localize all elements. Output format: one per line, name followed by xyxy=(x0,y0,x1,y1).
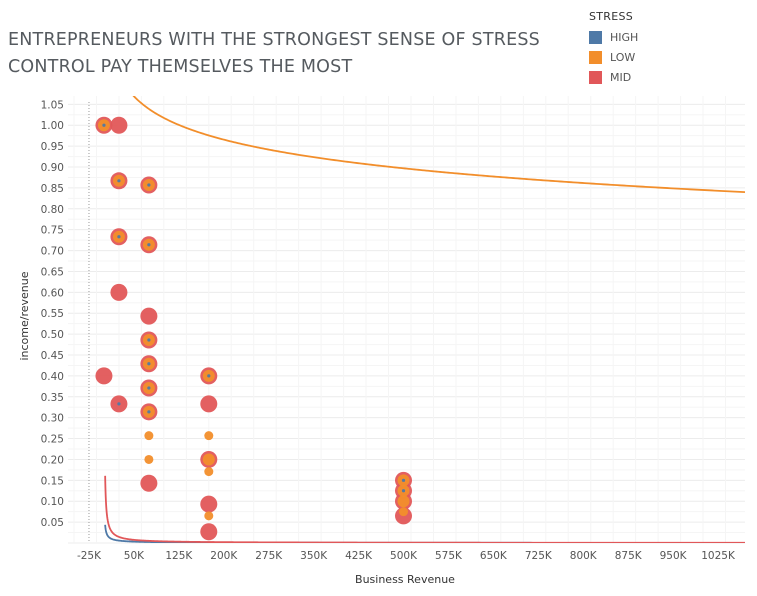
y-tick-label: 0.15 xyxy=(41,475,64,487)
y-axis-ticks: 0.05 0.10 0.15 0.20 0.25 0.30 0.35 0.40 0.45 0.50… xyxy=(41,99,64,529)
x-axis-ticks: -25K 50K 125K 200K 275K 350K 425K 500K 575K 650K 7… xyxy=(77,550,736,562)
x-tick-label: 1025K xyxy=(701,550,736,562)
data-point-high xyxy=(401,478,406,482)
trend-lines xyxy=(104,96,745,543)
y-tick-label: 0.85 xyxy=(41,183,64,195)
y-tick-label: 0.65 xyxy=(41,266,64,278)
legend-swatch-low xyxy=(589,50,602,64)
data-point-high xyxy=(117,179,121,183)
legend-item-mid[interactable]: MID xyxy=(589,67,638,87)
y-tick-label: 0.95 xyxy=(41,141,64,153)
y-tick-label: 0.90 xyxy=(41,162,64,174)
x-tick-label: 275K xyxy=(255,550,283,562)
data-point-high xyxy=(147,362,151,366)
legend-item-low[interactable]: LOW xyxy=(589,47,638,67)
data-point-high xyxy=(147,243,151,247)
data-point-mid xyxy=(200,523,218,541)
data-point-high xyxy=(147,410,151,414)
data-point-high xyxy=(102,123,106,127)
data-point-mid xyxy=(110,116,128,134)
x-tick-label: 575K xyxy=(435,550,463,562)
y-tick-label: 0.70 xyxy=(41,246,64,258)
trend-line-mid xyxy=(104,475,745,543)
data-point-low xyxy=(204,511,214,521)
x-tick-label: 725K xyxy=(525,550,553,562)
data-point-low xyxy=(144,431,154,441)
trend-line-low xyxy=(132,96,745,194)
x-tick-label: 800K xyxy=(570,550,598,562)
data-point-mid xyxy=(110,283,128,301)
data-point-mid xyxy=(140,474,158,492)
x-tick-label: 500K xyxy=(390,550,418,562)
y-tick-label: 0.10 xyxy=(41,496,64,508)
y-tick-label: 1.05 xyxy=(41,99,64,111)
data-point-high xyxy=(207,374,211,378)
y-tick-label: 0.60 xyxy=(41,287,64,299)
data-point-mid xyxy=(140,307,158,325)
gridlines xyxy=(68,96,745,544)
x-tick-label: 350K xyxy=(300,550,328,562)
x-tick-label: -25K xyxy=(77,550,102,562)
y-tick-label: 0.50 xyxy=(41,329,64,341)
data-point-high xyxy=(147,338,151,342)
legend-title: STRESS xyxy=(589,10,634,23)
legend: STRESS HIGH LOW MID xyxy=(589,10,638,87)
legend-label-high: HIGH xyxy=(610,30,639,44)
x-tick-label: 650K xyxy=(480,550,508,562)
legend-item-high[interactable]: HIGH xyxy=(589,27,638,47)
data-point-high xyxy=(147,183,151,187)
data-point-mid xyxy=(200,395,218,413)
data-points xyxy=(95,116,413,541)
y-tick-label: 0.55 xyxy=(41,308,64,320)
y-tick-label: 1.00 xyxy=(41,120,64,132)
data-point-low xyxy=(202,453,215,466)
legend-swatch-mid xyxy=(589,70,602,84)
y-tick-label: 0.40 xyxy=(41,371,64,383)
y-tick-label: 0.45 xyxy=(41,350,64,362)
data-point-high xyxy=(147,386,151,390)
data-point-low xyxy=(204,431,214,441)
x-tick-label: 200K xyxy=(210,550,238,562)
x-tick-label: 50K xyxy=(124,550,145,562)
legend-swatch-high xyxy=(589,30,602,44)
x-tick-label: 125K xyxy=(165,550,193,562)
y-tick-label: 0.25 xyxy=(41,434,64,446)
y-tick-label: 0.30 xyxy=(41,413,64,425)
data-point-low xyxy=(397,495,410,508)
data-point-high xyxy=(401,489,406,493)
x-axis-title: Business Revenue xyxy=(355,573,455,586)
legend-label-mid: MID xyxy=(610,70,632,84)
data-point-low xyxy=(144,454,154,464)
data-point-mid xyxy=(95,367,113,385)
y-tick-label: 0.75 xyxy=(41,225,64,237)
x-tick-label: 875K xyxy=(615,550,643,562)
chart-title: ENTREPRENEURS WITH THE STRONGEST SENSE O… xyxy=(8,30,540,77)
data-point-low xyxy=(399,507,409,517)
y-tick-label: 0.20 xyxy=(41,454,64,466)
data-point-high xyxy=(117,402,121,406)
legend-label-low: LOW xyxy=(610,50,636,64)
y-tick-label: 0.05 xyxy=(41,517,64,529)
x-tick-label: 950K xyxy=(660,550,688,562)
y-tick-label: 0.35 xyxy=(41,392,64,404)
data-point-mid xyxy=(200,495,218,513)
data-point-low xyxy=(204,467,214,477)
y-tick-label: 0.80 xyxy=(41,204,64,216)
data-point-high xyxy=(117,235,121,239)
y-axis-title: income/revenue xyxy=(18,271,31,360)
x-tick-label: 425K xyxy=(345,550,373,562)
